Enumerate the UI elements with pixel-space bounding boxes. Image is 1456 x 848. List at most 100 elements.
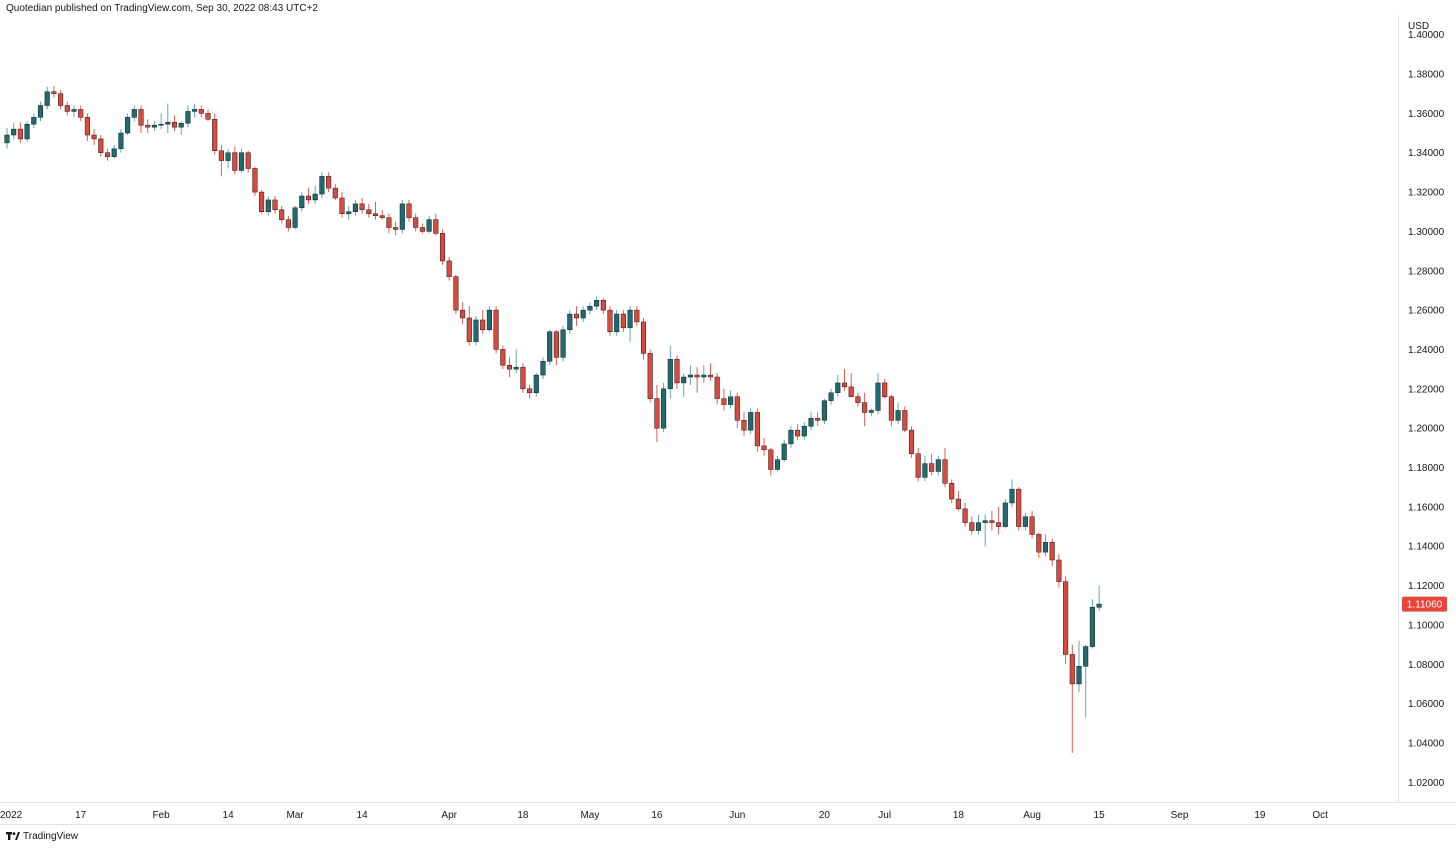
tradingview-brand: TradingView bbox=[23, 830, 79, 842]
candle bbox=[225, 148, 231, 169]
candle-body bbox=[714, 376, 720, 399]
price-axis[interactable]: 1.02000 1.04000 1.06000 1.08000 1.10000 1.120… bbox=[1408, 30, 1445, 789]
candle-body bbox=[205, 113, 211, 120]
price-tick-label: 1.06000 bbox=[1408, 699, 1445, 710]
candle bbox=[862, 392, 868, 427]
candle bbox=[37, 101, 44, 122]
candle bbox=[406, 199, 412, 222]
candle bbox=[78, 105, 84, 122]
time-tick-label: 15 bbox=[1094, 810, 1106, 821]
price-tick-label: 1.38000 bbox=[1408, 70, 1445, 81]
candle bbox=[4, 128, 10, 149]
candle-body bbox=[98, 138, 104, 153]
candle bbox=[1049, 538, 1055, 566]
candle-body bbox=[607, 309, 613, 333]
candle-body bbox=[500, 349, 506, 366]
candle bbox=[44, 86, 50, 110]
candle-body bbox=[352, 203, 358, 213]
candle bbox=[935, 455, 941, 476]
candle-body bbox=[413, 217, 419, 228]
candle bbox=[741, 412, 747, 437]
candle-body bbox=[687, 374, 693, 378]
candle bbox=[567, 310, 573, 334]
candle-body bbox=[1016, 488, 1022, 527]
candle bbox=[332, 184, 338, 200]
candle bbox=[386, 213, 392, 234]
candle bbox=[969, 516, 975, 535]
candle-body bbox=[312, 193, 318, 201]
candle bbox=[882, 378, 888, 399]
candle-body bbox=[419, 227, 425, 232]
candle bbox=[929, 453, 935, 476]
price-tick-label: 1.08000 bbox=[1408, 660, 1445, 671]
candle bbox=[527, 384, 533, 399]
candle bbox=[687, 365, 693, 385]
candle-body bbox=[299, 195, 305, 209]
candle-body bbox=[1056, 559, 1062, 582]
candle-body bbox=[808, 418, 814, 427]
candle-body bbox=[600, 300, 606, 311]
candle bbox=[513, 349, 519, 374]
candle-body bbox=[473, 319, 479, 342]
candle bbox=[701, 365, 707, 383]
candle bbox=[801, 422, 807, 440]
candle-body bbox=[754, 412, 760, 447]
candle bbox=[520, 363, 526, 393]
candle-body bbox=[292, 207, 298, 228]
candle-body bbox=[513, 366, 519, 370]
candle-body bbox=[238, 152, 245, 171]
candle-body bbox=[768, 449, 774, 470]
candle bbox=[962, 502, 968, 527]
candle bbox=[98, 135, 104, 157]
candle bbox=[359, 197, 365, 214]
candle bbox=[218, 144, 224, 177]
candle-body bbox=[426, 219, 432, 232]
last-price-tag-background bbox=[1402, 596, 1447, 612]
tradingview-logo-icon bbox=[6, 832, 20, 840]
candle bbox=[346, 205, 352, 220]
candle-body bbox=[1042, 542, 1049, 553]
price-tick-label: 1.04000 bbox=[1408, 738, 1445, 749]
candle bbox=[480, 310, 486, 334]
candle bbox=[841, 369, 848, 391]
candle bbox=[446, 257, 452, 281]
candle bbox=[305, 188, 312, 204]
candle bbox=[131, 105, 137, 122]
candle bbox=[84, 113, 90, 141]
candle bbox=[1076, 640, 1082, 692]
candle-body bbox=[265, 199, 271, 213]
candle-body bbox=[1083, 646, 1089, 667]
candle-body bbox=[1036, 534, 1042, 553]
candle-body bbox=[158, 123, 164, 126]
time-tick-label: 18 bbox=[517, 810, 529, 821]
candle bbox=[714, 373, 720, 405]
price-tick-label: 1.30000 bbox=[1408, 227, 1445, 238]
candle-body bbox=[748, 412, 754, 431]
price-tick-label: 1.34000 bbox=[1408, 148, 1445, 159]
footer[interactable]: TradingView bbox=[6, 829, 78, 843]
candle bbox=[674, 355, 680, 389]
candle bbox=[594, 296, 600, 311]
candle-body bbox=[587, 305, 593, 311]
time-axis[interactable]: 2022 17 Feb 14 Mar 14 Apr 18 May 16 Jun 20 Jul 18 Aug 1… bbox=[0, 810, 1328, 821]
candle bbox=[198, 105, 204, 118]
candle-body bbox=[232, 152, 238, 171]
candle bbox=[265, 196, 271, 216]
candle-body bbox=[386, 217, 392, 228]
candle bbox=[1029, 510, 1035, 539]
candle-body bbox=[178, 122, 184, 128]
candle-body bbox=[828, 392, 834, 401]
candle bbox=[145, 119, 151, 134]
candle bbox=[319, 172, 325, 198]
candle bbox=[299, 192, 305, 212]
time-tick-label: 17 bbox=[75, 810, 87, 821]
candle bbox=[600, 298, 606, 315]
candle-body bbox=[372, 213, 379, 216]
candle-body bbox=[4, 134, 10, 144]
candle-body bbox=[71, 109, 77, 112]
candle-body bbox=[788, 429, 794, 445]
candle-body bbox=[640, 321, 647, 354]
candle bbox=[500, 345, 506, 370]
candle bbox=[640, 317, 647, 360]
